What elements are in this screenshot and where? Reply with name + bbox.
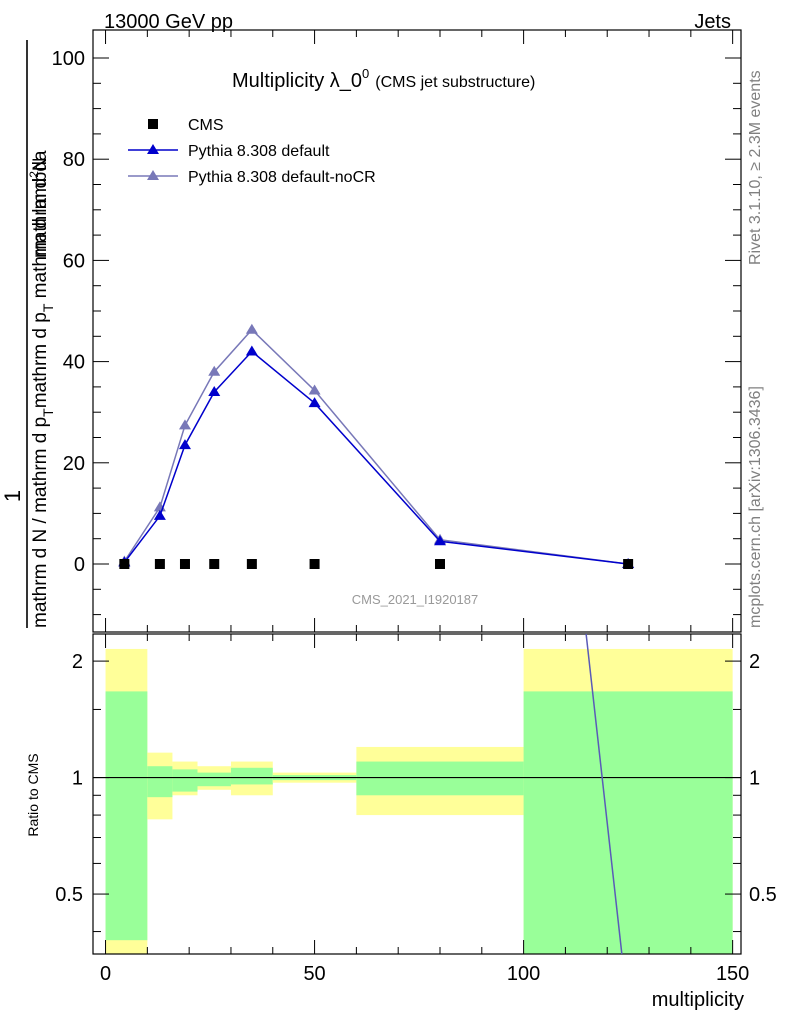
cms-point <box>179 559 190 569</box>
ratio-bands <box>105 648 733 954</box>
cms-point <box>209 559 220 569</box>
ratio-ytick-label-left: 2 <box>72 651 83 673</box>
ratio-band-green-0 <box>105 691 148 941</box>
series-point-1 <box>433 535 446 546</box>
mcplots-label: mcplots.cern.ch [arXiv:1306.3436] <box>747 386 764 628</box>
main-ytick-label: 60 <box>63 250 85 272</box>
legend: CMS Pythia 8.308 default Pythia 8.308 de… <box>128 117 376 186</box>
ratio-plot-frame <box>92 633 742 955</box>
ratio-ylabel: Ratio to CMS <box>25 753 41 836</box>
series-point-2 <box>245 323 258 334</box>
main-axes: 0 20 40 60 80 100 <box>52 29 742 633</box>
ratio-xtick-label: 0 <box>100 963 111 985</box>
ylabel-numer2: mathrm d2N <box>27 157 51 258</box>
x-axis-title: multiplicity <box>652 989 744 1011</box>
ylabel-denom2-sub: T <box>40 303 56 312</box>
ylabel-numer2-sup: 2 <box>27 171 41 178</box>
ratio-band-green-7 <box>523 691 733 954</box>
ratio-ytick-label-left: 0.5 <box>55 884 83 906</box>
ylabel-denom2-rest: mathrm d lambda <box>30 150 51 304</box>
ylabel-numer2-text: mathrm d <box>30 178 51 258</box>
main-plot-frame <box>92 29 742 633</box>
ratio-ytick-label-right: 1 <box>749 768 760 790</box>
main-ylabel: 1 mathrm d N / mathrm d pTmathrm d pT ma… <box>0 40 56 628</box>
ratio-xtick-label: 50 <box>303 963 325 985</box>
chart-title-sup: 0 <box>362 66 369 81</box>
ylabel-denom-text: mathrm d N / mathrm d p <box>30 417 51 628</box>
cms-point <box>119 559 130 569</box>
legend-marker-cms <box>148 119 158 129</box>
legend-marker-default <box>147 144 159 154</box>
ratio-series <box>585 633 623 955</box>
ratio-band-green-3 <box>197 772 231 787</box>
series-point-1 <box>208 385 221 396</box>
ratio-axes: 0.5 0.5 1 1 2 2 0 50 100 150 <box>55 633 777 985</box>
series-line-1 <box>123 350 629 565</box>
ratio-band-green-4 <box>230 767 273 785</box>
chart-title: Multiplicity λ_00 (CMS jet substructure) <box>232 66 535 92</box>
main-series <box>118 323 635 569</box>
main-ytick-label: 0 <box>74 554 85 576</box>
header-right: Jets <box>694 11 731 33</box>
ylabel-denom: mathrm d N / mathrm d pTmathrm d pT math… <box>30 150 56 628</box>
legend-label-nocr: Pythia 8.308 default-noCR <box>188 169 376 186</box>
legend-label-default: Pythia 8.308 default <box>188 143 330 160</box>
ratio-ytick-label-left: 1 <box>72 768 83 790</box>
ratio-band-green-1 <box>147 766 173 798</box>
cms-point <box>154 559 165 569</box>
series-point-2 <box>208 365 221 376</box>
cms-point <box>434 559 445 569</box>
legend-marker-nocr <box>147 170 159 180</box>
analysis-watermark: CMS_2021_I1920187 <box>352 592 479 607</box>
series-point-1 <box>245 345 258 356</box>
chart-subtitle: (CMS jet substructure) <box>375 74 535 91</box>
ratio-xtick-label: 100 <box>507 963 540 985</box>
rivet-label: Rivet 3.1.10, ≥ 2.3M events <box>747 70 764 265</box>
ratio-band-green-2 <box>172 769 198 792</box>
ratio-xtick-label: 150 <box>716 963 749 985</box>
legend-label-cms: CMS <box>188 117 224 134</box>
main-ytick-label: 100 <box>52 48 85 70</box>
series-point-1 <box>178 439 191 450</box>
main-ytick-label: 40 <box>63 352 85 374</box>
ratio-series-line <box>585 633 623 955</box>
chart-title-main: Multiplicity λ_0 <box>232 70 362 92</box>
series-point-2 <box>308 384 321 395</box>
main-ytick-label: 80 <box>63 149 85 171</box>
ratio-band-green-6 <box>356 761 524 796</box>
header-left: 13000 GeV pp <box>104 11 233 33</box>
ylabel-denom2: mathrm d p <box>30 312 51 408</box>
ylabel-numer: 1 <box>0 490 25 502</box>
series-point-1 <box>308 397 321 408</box>
ratio-ytick-label-right: 0.5 <box>749 884 777 906</box>
cms-point <box>623 559 634 569</box>
series-point-2 <box>178 419 191 430</box>
main-ytick-label: 20 <box>63 453 85 475</box>
series-point-1 <box>153 509 166 520</box>
cms-point <box>309 559 320 569</box>
ylabel-denom-sub: T <box>40 408 56 417</box>
series-line-2 <box>123 328 629 565</box>
ratio-ytick-label-right: 2 <box>749 651 760 673</box>
cms-point <box>246 559 257 569</box>
ylabel-numer2-rest: N <box>30 157 51 171</box>
